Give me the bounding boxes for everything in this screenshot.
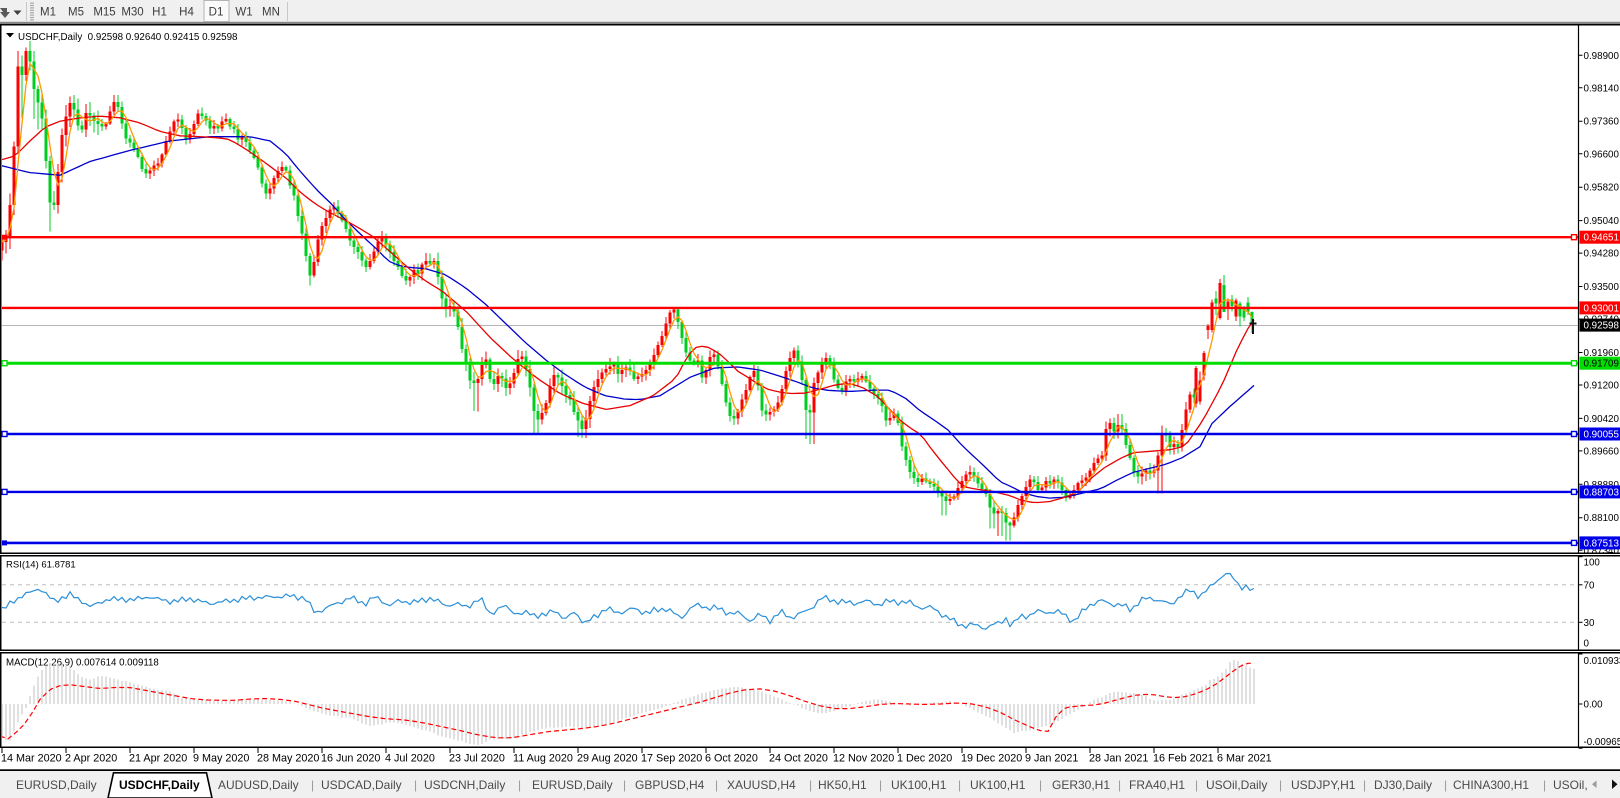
svg-text:17 Sep 2020: 17 Sep 2020 — [641, 753, 702, 765]
svg-text:H4: H4 — [179, 7, 194, 19]
svg-text:|: | — [715, 778, 718, 792]
svg-text:|: | — [1444, 778, 1447, 792]
svg-text:0.91960: 0.91960 — [1584, 348, 1620, 359]
svg-text:D1: D1 — [209, 7, 224, 19]
svg-text:0.98900: 0.98900 — [1584, 51, 1620, 62]
svg-text:29 Aug 2020: 29 Aug 2020 — [577, 753, 638, 765]
svg-text:0.98140: 0.98140 — [1584, 83, 1620, 94]
svg-text:12 Nov 2020: 12 Nov 2020 — [833, 753, 894, 765]
svg-text:USOil,Daily: USOil,Daily — [1206, 778, 1267, 792]
svg-text:-0.009653: -0.009653 — [1584, 737, 1620, 748]
svg-text:USDCHF,Daily: USDCHF,Daily — [119, 778, 200, 792]
svg-text:HK50,H1: HK50,H1 — [818, 778, 867, 792]
svg-text:0.87513: 0.87513 — [1584, 538, 1620, 549]
svg-text:0.87340: 0.87340 — [1584, 546, 1620, 557]
svg-text:0.96600: 0.96600 — [1584, 149, 1620, 160]
svg-text:USOil,: USOil, — [1553, 778, 1588, 792]
svg-text:6 Oct 2020: 6 Oct 2020 — [705, 753, 758, 765]
svg-text:1 Dec 2020: 1 Dec 2020 — [897, 753, 952, 765]
svg-text:|: | — [311, 778, 314, 792]
svg-text:|: | — [1118, 778, 1121, 792]
svg-text:USDCHF,Daily 0.92598 0.92640: USDCHF,Daily 0.92598 0.92640 0.92415 0.9… — [18, 32, 238, 43]
svg-text:H1: H1 — [152, 7, 167, 19]
svg-text:4 Jul 2020: 4 Jul 2020 — [385, 753, 435, 765]
svg-text:|: | — [1363, 778, 1366, 792]
svg-text:0.90055: 0.90055 — [1584, 430, 1620, 441]
svg-text:0.95820: 0.95820 — [1584, 183, 1620, 194]
svg-text:16 Feb 2021: 16 Feb 2021 — [1153, 753, 1214, 765]
svg-text:21 Apr 2020: 21 Apr 2020 — [129, 753, 187, 765]
svg-text:0: 0 — [1584, 639, 1590, 650]
svg-text:M1: M1 — [40, 7, 56, 19]
svg-text:FRA40,H1: FRA40,H1 — [1129, 778, 1185, 792]
svg-text:11 Aug 2020: 11 Aug 2020 — [513, 753, 573, 765]
svg-text:|: | — [879, 778, 882, 792]
svg-text:14 Mar 2020: 14 Mar 2020 — [1, 753, 62, 765]
svg-text:DJ30,Daily: DJ30,Daily — [1374, 778, 1432, 792]
svg-text:0.91200: 0.91200 — [1584, 381, 1620, 392]
svg-text:XAUUSD,H4: XAUUSD,H4 — [727, 778, 796, 792]
svg-text:0.89660: 0.89660 — [1584, 446, 1620, 457]
svg-text:|: | — [518, 778, 521, 792]
svg-text:0.88880: 0.88880 — [1584, 480, 1620, 491]
svg-text:0.95040: 0.95040 — [1584, 216, 1620, 227]
svg-text:23 Jul 2020: 23 Jul 2020 — [449, 753, 505, 765]
svg-text:UK100,H1: UK100,H1 — [970, 778, 1026, 792]
svg-text:9 Jan 2021: 9 Jan 2021 — [1025, 753, 1078, 765]
svg-text:0.91709: 0.91709 — [1584, 359, 1619, 370]
svg-text:EURUSD,Daily: EURUSD,Daily — [532, 778, 613, 792]
svg-text:W1: W1 — [235, 7, 252, 19]
svg-text:0.92598: 0.92598 — [1584, 321, 1620, 332]
svg-text:0.93001: 0.93001 — [1584, 303, 1619, 314]
svg-text:0.97360: 0.97360 — [1584, 117, 1620, 128]
svg-text:0.88703: 0.88703 — [1584, 487, 1620, 498]
svg-text:MN: MN — [262, 7, 280, 19]
svg-text:|: | — [958, 778, 961, 792]
svg-text:24 Oct 2020: 24 Oct 2020 — [769, 753, 828, 765]
svg-text:|: | — [1039, 778, 1042, 792]
svg-text:M30: M30 — [121, 7, 143, 19]
svg-text:AUDUSD,Daily: AUDUSD,Daily — [218, 778, 299, 792]
svg-text:2 Apr 2020: 2 Apr 2020 — [65, 753, 117, 765]
svg-text:USDCNH,Daily: USDCNH,Daily — [424, 778, 505, 792]
svg-text:USDJPY,H1: USDJPY,H1 — [1291, 778, 1356, 792]
svg-text:|: | — [414, 778, 417, 792]
svg-text:0.94280: 0.94280 — [1584, 249, 1620, 260]
svg-text:28 May 2020: 28 May 2020 — [257, 753, 319, 765]
svg-text:0.00: 0.00 — [1584, 700, 1604, 711]
svg-text:USDCAD,Daily: USDCAD,Daily — [321, 778, 402, 792]
svg-text:GBPUSD,H4: GBPUSD,H4 — [635, 778, 705, 792]
svg-text:GER30,H1: GER30,H1 — [1052, 778, 1110, 792]
svg-text:70: 70 — [1584, 580, 1595, 591]
svg-text:RSI(14) 61.8781: RSI(14) 61.8781 — [6, 560, 76, 571]
svg-text:6 Mar 2021: 6 Mar 2021 — [1217, 753, 1272, 765]
svg-text:|: | — [1279, 778, 1282, 792]
svg-text:|: | — [1543, 778, 1546, 792]
svg-text:0.010933: 0.010933 — [1584, 656, 1620, 667]
svg-text:M15: M15 — [93, 7, 115, 19]
svg-text:30: 30 — [1584, 618, 1595, 629]
svg-text:28 Jan 2021: 28 Jan 2021 — [1089, 753, 1148, 765]
svg-text:UK100,H1: UK100,H1 — [891, 778, 947, 792]
svg-text:16 Jun 2020: 16 Jun 2020 — [321, 753, 380, 765]
svg-text:9 May 2020: 9 May 2020 — [193, 753, 249, 765]
svg-text:0.88100: 0.88100 — [1584, 513, 1620, 524]
svg-text:|: | — [1195, 778, 1198, 792]
svg-text:0.94651: 0.94651 — [1584, 233, 1619, 244]
svg-text:EURUSD,Daily: EURUSD,Daily — [16, 778, 97, 792]
svg-text:0.93500: 0.93500 — [1584, 282, 1620, 293]
svg-text:100: 100 — [1584, 558, 1601, 569]
svg-text:|: | — [809, 778, 812, 792]
svg-text:CHINA300,H1: CHINA300,H1 — [1453, 778, 1529, 792]
svg-text:M5: M5 — [68, 7, 84, 19]
svg-text:0.90420: 0.90420 — [1584, 414, 1620, 425]
svg-text:|: | — [623, 778, 626, 792]
svg-text:19 Dec 2020: 19 Dec 2020 — [961, 753, 1022, 765]
svg-text:MACD(12,26,9) 0.007614 0.00911: MACD(12,26,9) 0.007614 0.009118 — [6, 658, 159, 669]
